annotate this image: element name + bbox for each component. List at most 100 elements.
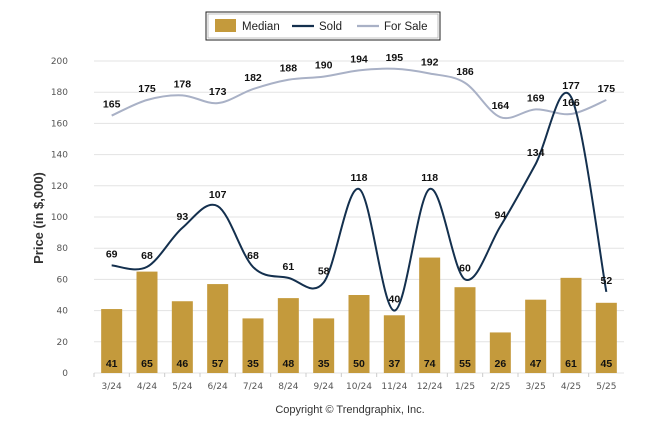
x-tick-label: 5/24 [172,382,192,392]
y-tick-label: 120 [51,182,68,192]
median-value-label: 74 [424,358,436,370]
for-sale-value-label: 175 [138,83,156,95]
sold-value-label: 58 [318,266,330,278]
series-lines [111,67,608,312]
sold-value-label: 61 [282,261,294,273]
for-sale-value-label: 195 [386,52,404,64]
for-sale-value-label: 164 [492,100,510,112]
median-bar [313,318,335,373]
y-tick-label: 140 [51,151,68,161]
sold-value-label: 118 [421,172,438,184]
median-bar [595,302,617,373]
median-value-label: 26 [494,358,506,370]
median-bar [242,318,264,373]
data-labels: 41 65 46 57 35 48 35 50 37 74 55 26 47 61 45 165 175 178 1… [103,52,615,370]
legend: Median Sold For Sale [205,11,441,41]
for-sale-value-label: 178 [174,78,192,90]
median-bar [419,257,441,373]
median-bar [101,309,123,373]
median-bars [101,257,617,373]
median-bar [136,271,158,373]
y-tick-label: 20 [57,338,69,348]
for-sale-value-label: 188 [280,63,298,75]
median-value-label: 35 [318,358,330,370]
median-value-label: 46 [176,358,188,370]
x-tick-label: 5/25 [596,382,616,392]
x-tick-label: 9/24 [314,382,334,392]
median-bar [348,295,370,373]
legend-label-0: Median [242,21,280,33]
x-tick-label: 10/24 [346,382,372,392]
for-sale-value-label: 192 [421,56,439,68]
y-tick-label: 0 [62,369,68,379]
for-sale-value-label: 175 [598,83,616,95]
median-value-label: 37 [388,358,400,370]
median-bar [277,298,299,373]
x-tick-label: 12/24 [417,382,443,392]
sold-value-label: 69 [106,248,118,260]
x-tick-label: 11/24 [381,382,407,392]
sold-value-label: 40 [388,294,400,306]
for-sale-value-label: 186 [456,66,474,78]
median-bar [171,301,193,373]
y-tick-label: 200 [51,57,68,67]
for-sale-line [111,67,607,120]
median-value-label: 50 [353,358,365,370]
median-value-label: 57 [212,358,224,370]
y-tick-label: 180 [51,88,68,98]
sold-line [111,92,608,312]
y-tick-label: 60 [57,275,69,285]
x-tick-label: 2/25 [490,382,510,392]
sold-value-label: 177 [562,80,580,92]
for-sale-value-label: 169 [527,92,545,104]
for-sale-value-label: 182 [244,72,262,84]
sold-value-label: 118 [351,172,368,184]
median-value-label: 65 [141,358,153,370]
y-axis-label: Price (in $,000) [31,172,46,264]
median-value-label: 55 [459,358,471,370]
sold-value-label: 60 [459,262,471,274]
sold-value-label: 93 [176,211,188,223]
sold-value-label: 68 [247,250,259,262]
y-tick-label: 160 [51,119,68,129]
legend-box [205,11,441,41]
x-tick-label: 1/25 [455,382,475,392]
median-bar [454,287,476,373]
median-value-label: 47 [530,358,542,370]
sold-value-label: 94 [494,209,506,221]
copyright-footer: Copyright © Trendgraphix, Inc. [275,404,424,416]
x-tick-label: 3/25 [526,382,546,392]
median-bar [525,299,547,373]
sold-value-label: 52 [600,275,612,287]
median-bar [560,277,582,373]
x-tick-label: 3/24 [102,382,122,392]
y-tick-label: 40 [57,307,69,317]
median-value-label: 45 [600,358,612,370]
legend-label-1: Sold [319,21,342,33]
median-bar [207,284,229,373]
sold-value-label: 68 [141,250,153,262]
x-tick-label: 4/24 [137,382,157,392]
x-tick-label: 7/24 [243,382,263,392]
median-value-label: 61 [565,358,577,370]
median-bar [383,315,405,373]
sold-value-label: 134 [527,147,545,159]
median-bar [489,332,511,373]
sold-value-label: 107 [209,189,227,201]
for-sale-value-label: 166 [562,97,580,109]
for-sale-value-label: 173 [209,86,227,98]
median-value-label: 35 [247,358,259,370]
x-tick-label: 8/24 [278,382,298,392]
y-tick-label: 100 [51,213,68,223]
for-sale-value-label: 190 [315,60,333,72]
x-tick-label: 6/24 [208,382,228,392]
legend-label-2: For Sale [384,21,427,33]
y-tick-label: 80 [57,244,69,254]
median-value-label: 41 [106,358,118,370]
median-value-label: 48 [282,358,294,370]
axes: 0 20 40 60 80 100 120 140 160 180 200 3/24 4/24 5/24 6… [51,57,617,392]
legend-median-swatch [215,19,236,32]
for-sale-value-label: 194 [350,53,368,65]
for-sale-value-label: 165 [103,99,121,111]
